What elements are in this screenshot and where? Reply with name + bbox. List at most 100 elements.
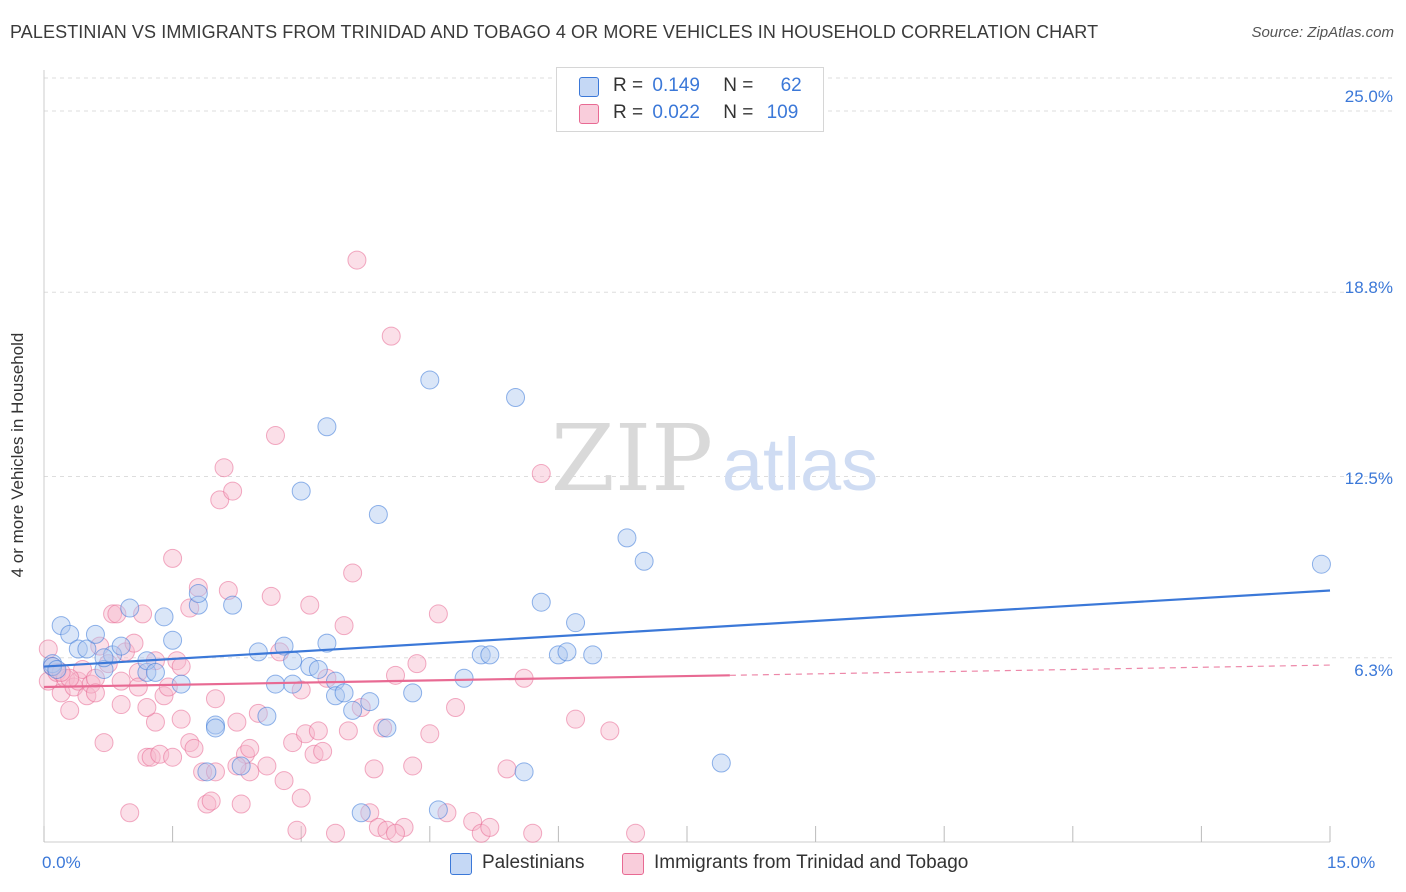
data-point-palestinians: [60, 624, 80, 644]
data-point-palestinians: [351, 803, 371, 823]
data-point-trinidad: [334, 616, 354, 636]
data-point-palestinians: [85, 624, 105, 644]
data-point-palestinians: [557, 642, 577, 662]
y-tick-label: 6.3%: [1354, 661, 1393, 680]
data-point-trinidad: [111, 671, 131, 691]
data-point-trinidad: [480, 817, 500, 837]
watermark-atlas: atlas: [722, 423, 878, 506]
y-tick-label: 25.0%: [1344, 87, 1393, 106]
legend-r-label: R =: [613, 102, 644, 123]
axes: [43, 70, 1331, 843]
data-point-trinidad: [308, 721, 328, 741]
data-point-trinidad: [94, 733, 114, 753]
data-point-trinidad: [364, 759, 384, 779]
data-point-palestinians: [403, 683, 423, 703]
data-point-trinidad: [38, 639, 58, 659]
data-point-trinidad: [386, 823, 406, 843]
series-palestinians-points: [43, 370, 1331, 823]
chart-source: Source: ZipAtlas.com: [1251, 24, 1394, 41]
x-tick-label: 0.0%: [42, 853, 81, 872]
trend-lines: [43, 589, 1331, 689]
data-point-trinidad: [231, 794, 251, 814]
data-point-trinidad: [145, 712, 165, 732]
data-point-trinidad: [85, 683, 105, 703]
data-point-palestinians: [454, 668, 474, 688]
data-point-trinidad: [223, 481, 243, 501]
legend-swatch-pink: [622, 853, 644, 875]
data-point-trinidad: [313, 741, 333, 761]
data-point-trinidad: [600, 721, 620, 741]
data-point-palestinians: [154, 607, 174, 627]
data-point-palestinians: [377, 718, 397, 738]
data-point-palestinians: [566, 613, 586, 633]
legend-n-value: 109: [766, 102, 799, 123]
data-point-trinidad: [325, 823, 345, 843]
data-point-palestinians: [317, 417, 337, 437]
data-point-trinidad: [531, 464, 551, 484]
correlation-legend: R = 0.149 N = 62 R = 0.022 N = 109: [556, 67, 824, 132]
data-point-trinidad: [497, 759, 517, 779]
data-point-trinidad: [274, 771, 294, 791]
trendline-palestinians: [43, 589, 1331, 668]
data-point-trinidad: [218, 581, 238, 601]
data-point-palestinians: [223, 595, 243, 615]
data-point-palestinians: [368, 504, 388, 524]
data-point-trinidad: [338, 721, 358, 741]
data-point-trinidad: [171, 709, 191, 729]
data-point-trinidad: [265, 426, 285, 446]
data-point-palestinians: [283, 674, 303, 694]
data-point-palestinians: [120, 598, 140, 618]
data-point-palestinians: [334, 683, 354, 703]
data-point-trinidad: [420, 724, 440, 744]
y-tick-label: 18.8%: [1344, 278, 1393, 297]
data-point-trinidad: [240, 738, 260, 758]
data-point-trinidad: [158, 677, 178, 697]
data-point-trinidad: [626, 823, 646, 843]
data-point-palestinians: [111, 636, 131, 656]
data-point-trinidad: [300, 595, 320, 615]
data-point-palestinians: [360, 692, 380, 712]
data-point-palestinians: [634, 551, 654, 571]
data-point-palestinians: [257, 706, 277, 726]
data-point-trinidad: [163, 747, 183, 767]
data-point-palestinians: [617, 528, 637, 548]
data-point-palestinians: [94, 659, 114, 679]
legend-n-value: 62: [780, 75, 802, 96]
data-point-trinidad: [446, 697, 466, 717]
data-point-trinidad: [403, 756, 423, 776]
data-point-palestinians: [274, 636, 294, 656]
data-point-palestinians: [711, 753, 731, 773]
data-point-palestinians: [283, 651, 303, 671]
watermark-zip: ZIP: [551, 405, 713, 512]
data-point-palestinians: [205, 718, 225, 738]
data-point-trinidad: [154, 686, 174, 706]
data-point-palestinians: [428, 800, 448, 820]
data-point-trinidad: [428, 604, 448, 624]
data-point-palestinians: [248, 642, 268, 662]
data-point-palestinians: [197, 762, 217, 782]
data-point-trinidad: [227, 712, 247, 732]
legend-label: Immigrants from Trinidad and Tobago: [654, 852, 969, 873]
data-point-trinidad: [60, 700, 80, 720]
data-point-trinidad: [137, 697, 157, 717]
data-point-trinidad: [103, 604, 123, 624]
data-point-trinidad: [227, 756, 247, 776]
data-point-palestinians: [531, 592, 551, 612]
data-point-trinidad: [343, 563, 363, 583]
data-point-palestinians: [47, 659, 67, 679]
legend-r-label: R =: [613, 75, 644, 96]
data-point-trinidad: [205, 689, 225, 709]
data-point-trinidad: [150, 744, 170, 764]
data-point-trinidad: [291, 788, 311, 808]
data-point-palestinians: [145, 662, 165, 682]
data-point-trinidad: [261, 586, 281, 606]
legend-swatch-blue: [579, 77, 599, 97]
data-point-trinidad: [373, 718, 393, 738]
data-point-palestinians: [506, 388, 526, 408]
data-point-trinidad: [137, 747, 157, 767]
data-point-palestinians: [1311, 554, 1331, 574]
data-point-palestinians: [317, 633, 337, 653]
data-point-trinidad: [566, 709, 586, 729]
data-point-trinidad: [287, 820, 307, 840]
data-point-trinidad: [51, 683, 71, 703]
